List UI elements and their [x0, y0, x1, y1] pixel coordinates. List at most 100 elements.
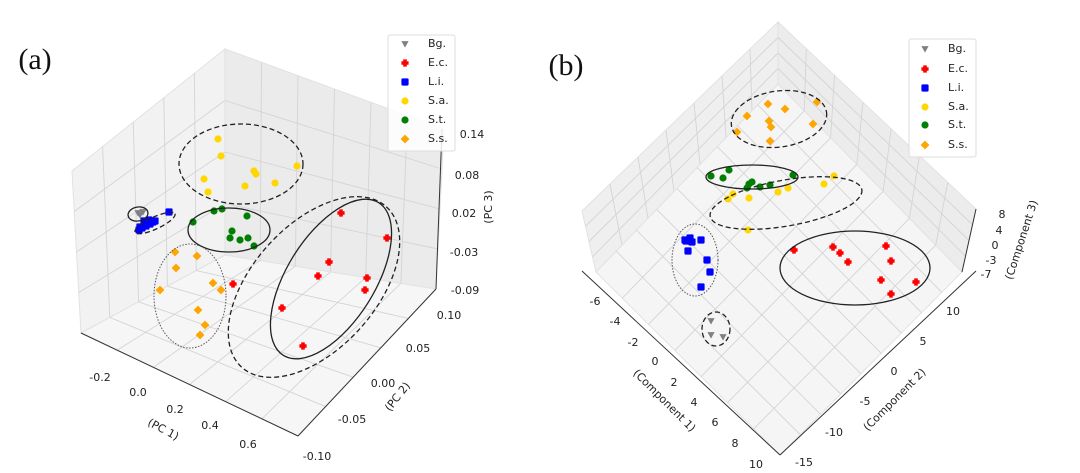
data-point-ec	[844, 258, 852, 266]
data-point-ss	[192, 251, 202, 261]
cluster-ellipse	[701, 311, 731, 347]
legend-marker	[921, 103, 929, 111]
data-point-li	[136, 223, 144, 231]
legend-marker	[401, 59, 409, 67]
data-point-ec	[836, 249, 844, 257]
x-tick-label: 10	[749, 458, 763, 471]
data-point-st	[719, 174, 727, 182]
data-point-ec	[337, 209, 345, 217]
x-tick-label: 8	[732, 437, 739, 450]
data-point-ss	[208, 278, 218, 288]
grid-line	[727, 217, 910, 404]
data-point-ss	[780, 104, 790, 114]
x-tick-label: 6	[712, 416, 719, 429]
data-point-sa	[820, 180, 828, 188]
data-point-ss	[200, 320, 210, 330]
data-point-ss	[766, 122, 776, 132]
data-point-sa	[293, 162, 301, 170]
data-point-bg	[707, 318, 715, 325]
data-point-ec	[361, 286, 369, 294]
data-point-ec	[299, 342, 307, 350]
x-tick-label: 4	[691, 396, 698, 409]
data-point-ec	[229, 280, 237, 288]
data-point-bg	[719, 334, 727, 341]
legend-label: S.s.	[428, 132, 448, 145]
data-point-st	[743, 184, 751, 192]
data-point-ss	[216, 285, 226, 295]
grid-line	[592, 68, 779, 258]
cluster-ellipse	[779, 230, 931, 306]
x-axis-label: (Component 1)	[630, 367, 698, 435]
x-tick-label: 0	[652, 355, 659, 368]
z-tick-label: 0.02	[452, 207, 477, 220]
data-point-bg	[136, 212, 144, 219]
grid-line	[648, 137, 831, 325]
data-point-ec	[325, 258, 333, 266]
y-tick-label: 5	[920, 335, 927, 348]
data-point-ec	[383, 234, 391, 242]
legend-label: Bg.	[948, 42, 966, 55]
z-tick-label: 8	[999, 208, 1006, 221]
data-point-ec	[887, 257, 895, 265]
data-point-li	[706, 268, 714, 276]
data-point-sa	[744, 226, 752, 234]
y-tick-label: 0	[891, 365, 898, 378]
cluster-ellipse	[705, 164, 799, 190]
x-tick-label: -0.2	[89, 371, 110, 384]
data-point-st	[707, 172, 715, 180]
grid-line	[224, 203, 439, 250]
x-tick-label: -2	[628, 336, 639, 349]
data-point-ss	[195, 330, 205, 340]
grid-line	[674, 164, 858, 351]
y-tick-label: -0.05	[338, 413, 366, 426]
data-point-sa	[271, 179, 279, 187]
grid-line	[588, 52, 779, 242]
legend-label: S.t.	[948, 118, 966, 131]
data-point-sa	[830, 172, 838, 180]
y-tick-label: -5	[860, 395, 871, 408]
z-tick-label: 4	[996, 224, 1003, 237]
cluster-ellipse	[127, 206, 149, 222]
cluster-ellipse	[671, 223, 719, 297]
legend-marker	[921, 84, 929, 92]
legend-marker	[400, 134, 410, 144]
grid-line	[676, 188, 862, 374]
panel-label-a: (a)	[18, 43, 51, 76]
grid-line	[585, 37, 779, 227]
data-point-st	[243, 212, 251, 220]
z-axis-line	[435, 128, 443, 290]
legend-marker	[401, 97, 409, 105]
data-point-ss	[155, 285, 165, 295]
legend-label: S.s.	[948, 138, 968, 151]
data-point-st	[766, 181, 774, 189]
data-point-sa	[200, 175, 208, 183]
floor-pane	[595, 83, 963, 456]
legend-marker	[920, 140, 930, 150]
grid-line	[737, 125, 922, 313]
legend-marker	[921, 46, 929, 53]
panel-a-3d-scatter: (a) -0.2 0.0 0.2 0.4 0.6 (PC 1) -0.10 -0.05 0.00 0…	[18, 34, 495, 463]
x-tick-label: 0.4	[201, 419, 219, 432]
legend-marker	[401, 78, 409, 86]
data-point-st	[725, 166, 733, 174]
z-axis-line	[961, 208, 977, 273]
data-point-li	[697, 236, 705, 244]
cluster-ellipse	[187, 207, 271, 253]
x-tick-label: -4	[610, 315, 621, 328]
cluster-ellipse	[227, 196, 401, 378]
data-point-st	[226, 234, 234, 242]
data-point-ec	[829, 243, 837, 251]
data-point-ss	[763, 99, 773, 109]
cluster-ellipse	[153, 243, 227, 349]
y-tick-label: 0.10	[437, 309, 462, 322]
data-point-st	[228, 227, 236, 235]
data-point-li	[697, 283, 705, 291]
legend: Bg. E.c. L.i. S.a. S.t. S.s.	[908, 38, 977, 158]
x-tick-label: -6	[590, 295, 601, 308]
grid-line	[189, 271, 331, 385]
cluster-ellipse	[134, 211, 176, 235]
y-tick-label: -15	[795, 456, 813, 469]
data-point-sa	[724, 195, 732, 203]
